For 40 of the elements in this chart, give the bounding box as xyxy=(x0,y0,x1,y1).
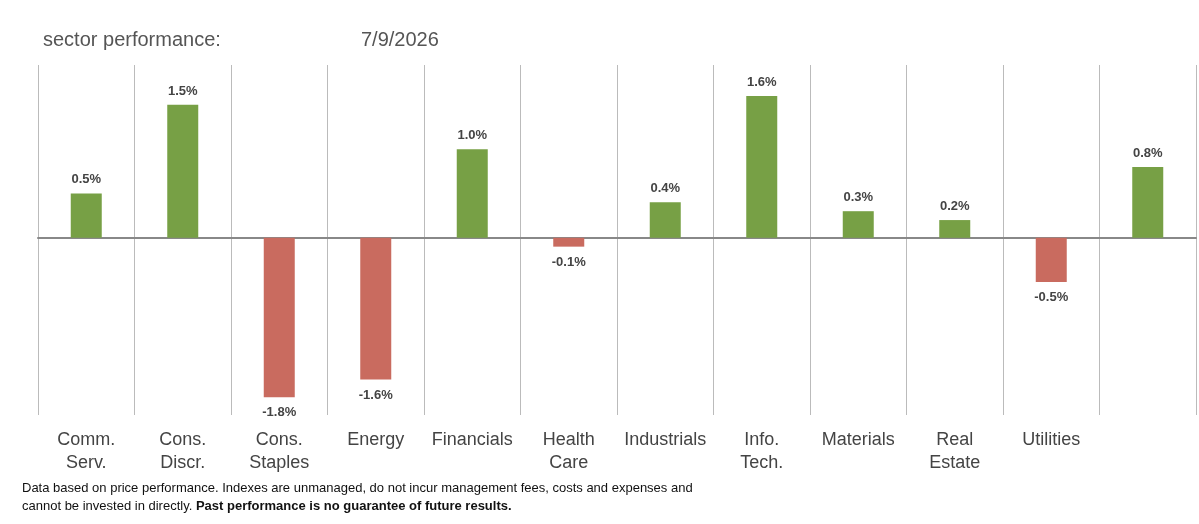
data-label: -0.1% xyxy=(551,253,587,269)
x-tick-label: Financials xyxy=(431,428,513,449)
data-label: 1.0% xyxy=(457,127,488,143)
data-label: 0.4% xyxy=(650,180,681,196)
text: Past performance is no guarantee of future results. xyxy=(195,498,512,513)
x-tick-label: Real Estate xyxy=(929,428,981,472)
bar xyxy=(360,237,392,380)
data-label: 0.8% xyxy=(1132,144,1163,160)
bar xyxy=(263,237,295,398)
x-tick-label: Cons. Discr. xyxy=(159,428,207,472)
chart-subtitle: 7/9/2026 xyxy=(361,28,439,50)
data-label: -1.8% xyxy=(262,404,297,420)
bar xyxy=(939,220,971,238)
data-label: -1.6% xyxy=(358,386,394,402)
chart-title: sector performance: xyxy=(43,28,221,50)
bar xyxy=(842,211,874,238)
bar xyxy=(456,149,488,238)
bar xyxy=(649,202,681,238)
bar xyxy=(1132,166,1164,238)
x-tick-label: Industrials xyxy=(624,428,707,449)
text: cannot be invested in directly. xyxy=(22,498,196,513)
data-label: -0.5% xyxy=(1034,289,1069,305)
data-label: 0.5% xyxy=(71,171,102,187)
bar xyxy=(553,237,585,247)
data-label: 1.6% xyxy=(746,74,777,90)
bar xyxy=(167,104,199,238)
data-label: 1.5% xyxy=(167,82,198,98)
x-tick-label: Utilities xyxy=(1022,428,1081,449)
x-tick-label: Comm. Serv. xyxy=(57,428,116,472)
text: Data based on price performance. Indexes are unmanaged, do not incur management fees, costs and expenses and xyxy=(22,480,693,495)
bar xyxy=(1035,237,1067,283)
data-label: 0.2% xyxy=(939,198,970,214)
data-label: 0.3% xyxy=(843,189,874,205)
x-tick-label: Energy xyxy=(347,428,405,449)
bar xyxy=(746,96,778,238)
x-tick-label: Health Care xyxy=(542,428,595,472)
x-tick-label: Info. Tech. xyxy=(740,428,784,472)
x-tick-label: Cons. Staples xyxy=(249,428,310,472)
bar xyxy=(70,193,102,238)
x-tick-label: Materials xyxy=(821,428,895,449)
